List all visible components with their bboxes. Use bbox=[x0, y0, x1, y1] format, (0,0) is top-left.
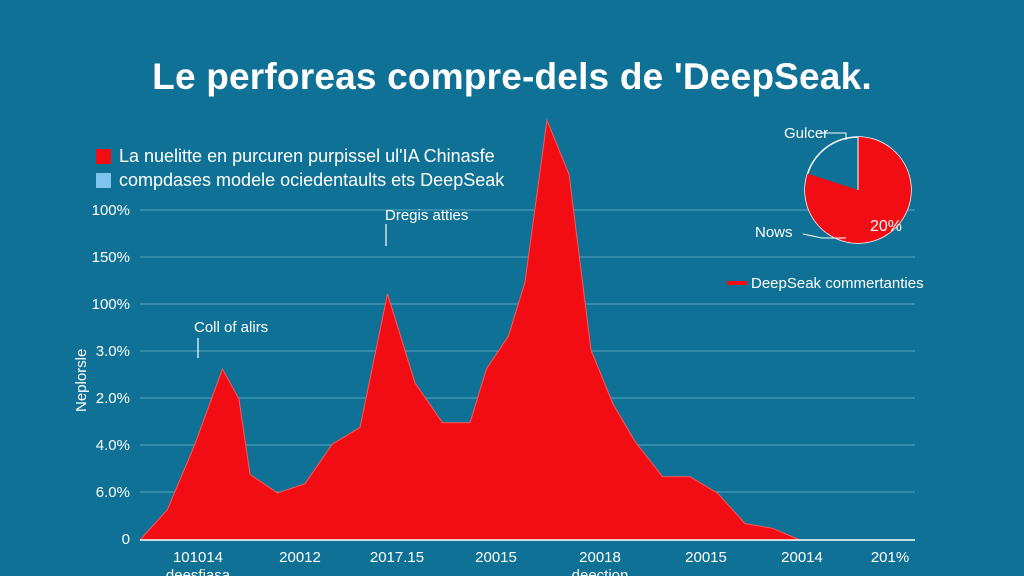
legend-item-china-ai: La nuelitte en purcuren purpissel ul'IA … bbox=[96, 146, 495, 167]
y-tick-label: 6.0% bbox=[96, 484, 130, 501]
x-tick-label: 20015 bbox=[475, 549, 517, 566]
x-tick-label: 20015 bbox=[685, 549, 727, 566]
legend-swatch-blue bbox=[96, 173, 111, 188]
x-tick-label: 20012 bbox=[279, 549, 321, 566]
inset-pie-chart: Gulcer Nows 20% bbox=[755, 125, 912, 244]
x-tick-label: 20018 bbox=[579, 549, 621, 566]
y-axis-label: Neplorsle bbox=[73, 349, 90, 412]
y-tick-label: 3.0% bbox=[96, 343, 130, 360]
x-tick-label: 2017.15 bbox=[370, 549, 424, 566]
annotation-dregis-atties: Dregis atties bbox=[385, 207, 468, 224]
chart-title: Le perforeas compre-dels de 'DeepSeak. bbox=[152, 56, 872, 97]
x-sub-label: deection bbox=[572, 567, 629, 576]
legend-label: compdases modele ociedentaults ets DeepS… bbox=[119, 170, 505, 190]
x-axis: 101014 20012 2017.15 20015 20018 20015 20014 20… bbox=[166, 549, 909, 576]
y-tick-label: 150% bbox=[92, 249, 130, 266]
series-legend-label: DeepSeak commertanties bbox=[751, 275, 924, 292]
pie-label-nows: Nows bbox=[755, 224, 793, 241]
y-tick-label: 0 bbox=[122, 531, 130, 548]
pie-value-label: 20% bbox=[870, 218, 902, 235]
x-sub-label: deesfiasa bbox=[166, 567, 231, 576]
y-tick-label: 4.0% bbox=[96, 437, 130, 454]
pie-leader-nows bbox=[802, 233, 846, 239]
legend-swatch-red bbox=[96, 149, 111, 164]
area-series-deepseak bbox=[138, 118, 910, 541]
y-tick-label: 2.0% bbox=[96, 390, 130, 407]
legend-item-western-models: compdases modele ociedentaults ets DeepS… bbox=[96, 170, 504, 191]
x-tick-label: 201% bbox=[871, 549, 909, 566]
y-tick-label: 100% bbox=[92, 202, 130, 219]
annotation-coll-of-alirs: Coll of alirs bbox=[194, 319, 268, 336]
pie-leader-gulcer bbox=[820, 132, 847, 140]
pie-label-gulcer: Gulcer bbox=[784, 125, 828, 142]
legend-label: La nuelitte en purcuren purpissel ul'IA … bbox=[119, 146, 495, 166]
y-tick-label: 100% bbox=[92, 296, 130, 313]
x-tick-label: 20014 bbox=[781, 549, 823, 566]
x-tick-label: 101014 bbox=[173, 549, 223, 566]
y-axis: 100% 150% 100% 3.0% 2.0% 4.0% 6.0% 0 bbox=[92, 202, 130, 548]
